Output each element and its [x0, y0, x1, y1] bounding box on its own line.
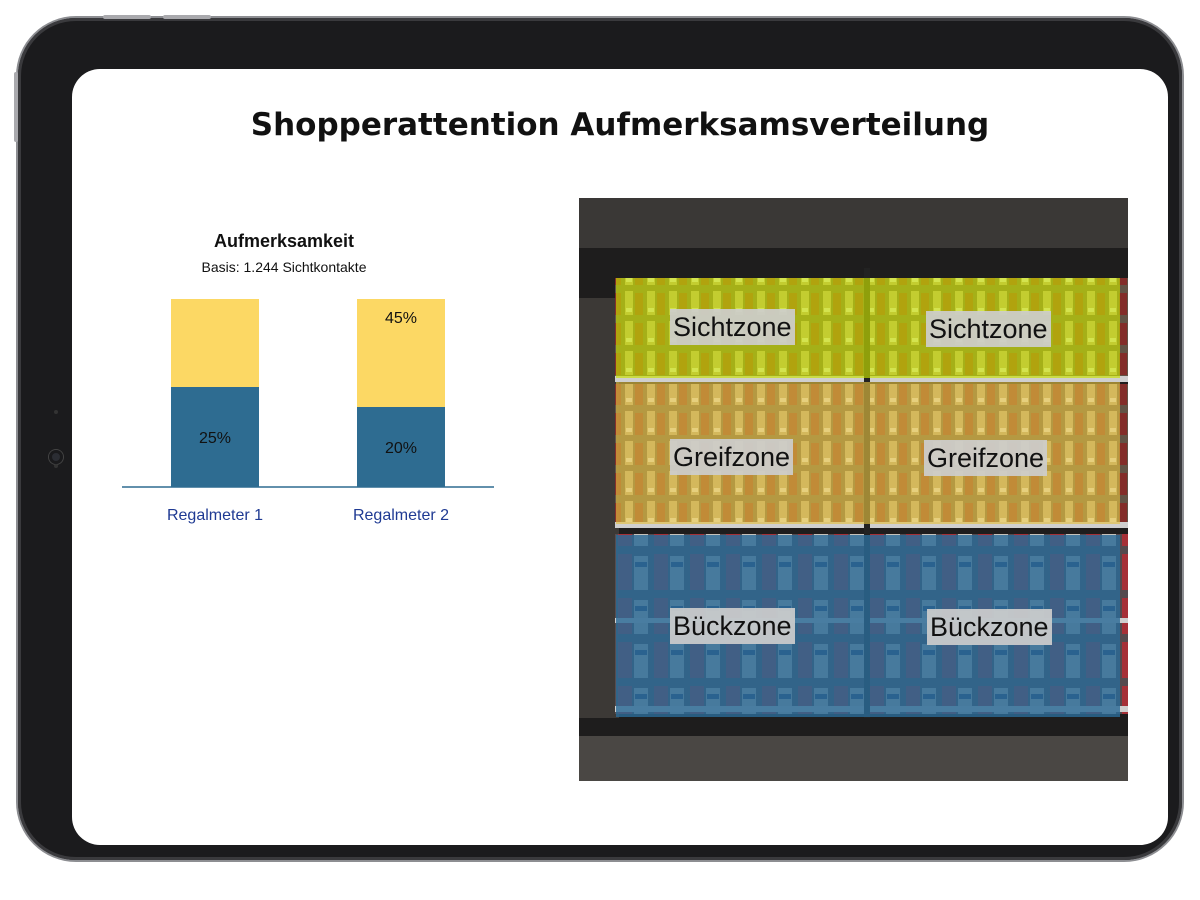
category-label: Regalmeter 1	[167, 507, 263, 524]
tablet-frame: Shopperattention Aufmerksamsverteilung A…	[18, 18, 1182, 860]
data-label: 25%	[199, 430, 231, 447]
data-label: 45%	[385, 310, 417, 327]
chart-subtitle: Basis: 1.244 Sichtkontakte	[201, 259, 367, 275]
side-button-icon	[14, 72, 18, 142]
bar-segment-greifzone-2	[357, 299, 445, 407]
zone-label-bueckzone-right: Bückzone	[927, 609, 1052, 645]
slide: Shopperattention Aufmerksamsverteilung A…	[72, 69, 1168, 845]
bar-segment-bckzone-1	[171, 387, 259, 487]
page-title: Shopperattention Aufmerksamsverteilung	[250, 107, 990, 143]
zone-label-sichtzone-right: Sichtzone	[926, 311, 1051, 347]
bar-segment-greifzone-1	[171, 299, 259, 387]
zone-label-greifzone-left: Greifzone	[670, 439, 794, 475]
sensor-dot-icon	[54, 410, 58, 414]
bar-segment-bckzone-2	[357, 407, 445, 487]
category-label: Regalmeter 2	[353, 507, 449, 524]
top-button-icon	[103, 15, 151, 19]
shelf-photo: Sichtzone Sichtzone Greifzone Greifzone …	[579, 198, 1128, 781]
top-button-icon	[163, 15, 211, 19]
camera-icon	[49, 450, 63, 464]
chart-title: Aufmerksamkeit	[213, 231, 355, 251]
zone-label-bueckzone-left: Bückzone	[670, 608, 795, 644]
sensor-dot-icon	[54, 464, 58, 468]
stacked-bar-chart: 25%63%12%Regalmeter 120%45%35%Regalmeter…	[122, 299, 494, 524]
data-label: 20%	[385, 440, 417, 457]
zone-label-sichtzone-left: Sichtzone	[670, 309, 795, 345]
zone-label-greifzone-right: Greifzone	[924, 440, 1048, 476]
